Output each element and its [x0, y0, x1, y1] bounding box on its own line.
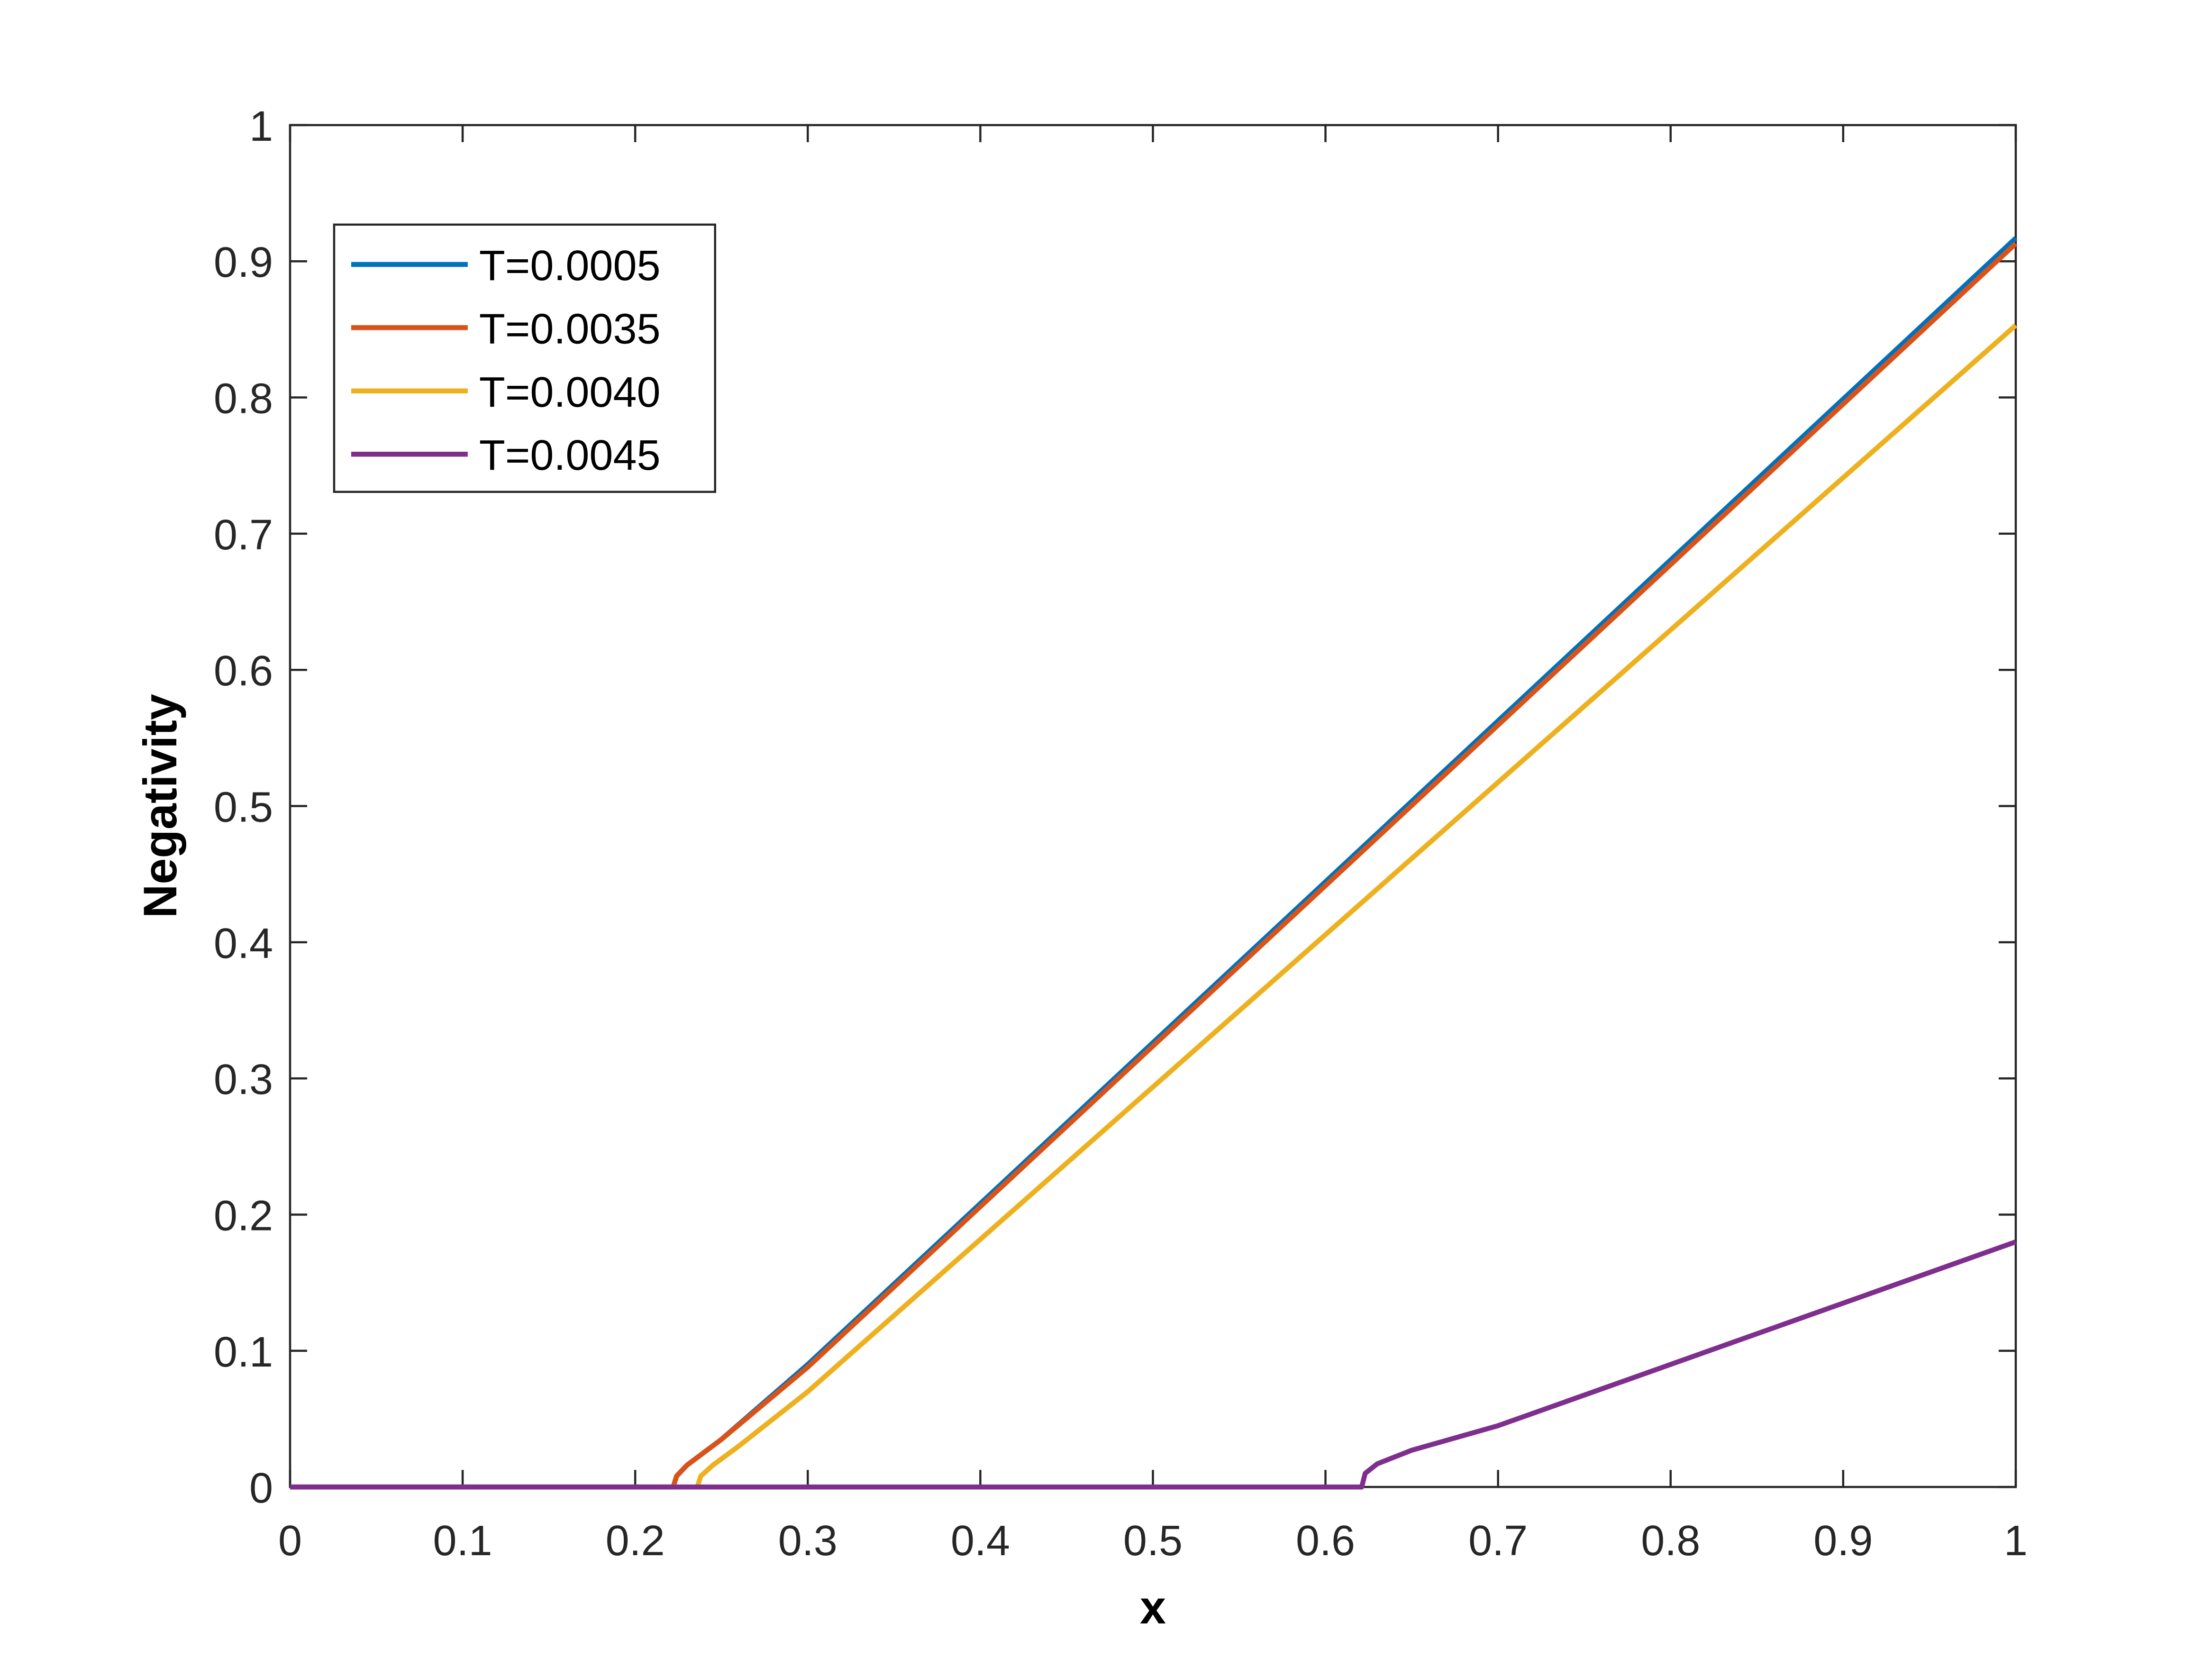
- y-tick-label: 0: [249, 1465, 273, 1512]
- legend-label: T=0.0035: [479, 305, 661, 353]
- legend-label: T=0.0040: [479, 369, 661, 416]
- y-tick-label: 0.7: [214, 511, 273, 559]
- legend-box: [333, 223, 716, 493]
- x-tick-label: 0.5: [1123, 1517, 1183, 1565]
- x-tick-label: 0.4: [951, 1517, 1010, 1565]
- y-axis-label: Negativity: [134, 694, 186, 918]
- x-tick-label: 0.1: [433, 1517, 492, 1565]
- y-tick-label: 1: [249, 103, 273, 150]
- x-tick-label: 0.3: [778, 1517, 837, 1565]
- y-tick-label: 0.1: [214, 1329, 273, 1376]
- legend-label: T=0.0045: [479, 432, 661, 479]
- x-tick-label: 1: [2004, 1517, 2028, 1565]
- x-tick-label: 0.2: [606, 1517, 665, 1565]
- x-tick-label: 0.6: [1296, 1517, 1355, 1565]
- series-line: [290, 1239, 2017, 1490]
- y-tick-label: 0.8: [214, 375, 273, 423]
- legend-label: T=0.0005: [479, 242, 661, 290]
- y-tick-label: 0.4: [214, 920, 273, 967]
- x-tick-label: 0.8: [1641, 1517, 1700, 1565]
- y-tick-label: 0.6: [214, 647, 273, 695]
- x-tick-label: 0.7: [1468, 1517, 1528, 1565]
- x-tick-label: 0.9: [1813, 1517, 1873, 1565]
- x-tick-label: 0: [278, 1517, 302, 1565]
- y-tick-label: 0.3: [214, 1056, 273, 1103]
- y-tick-label: 0.2: [214, 1192, 273, 1240]
- y-tick-label: 0.5: [214, 784, 273, 831]
- y-tick-label: 0.9: [214, 239, 273, 286]
- x-axis-label: x: [1140, 1581, 1166, 1633]
